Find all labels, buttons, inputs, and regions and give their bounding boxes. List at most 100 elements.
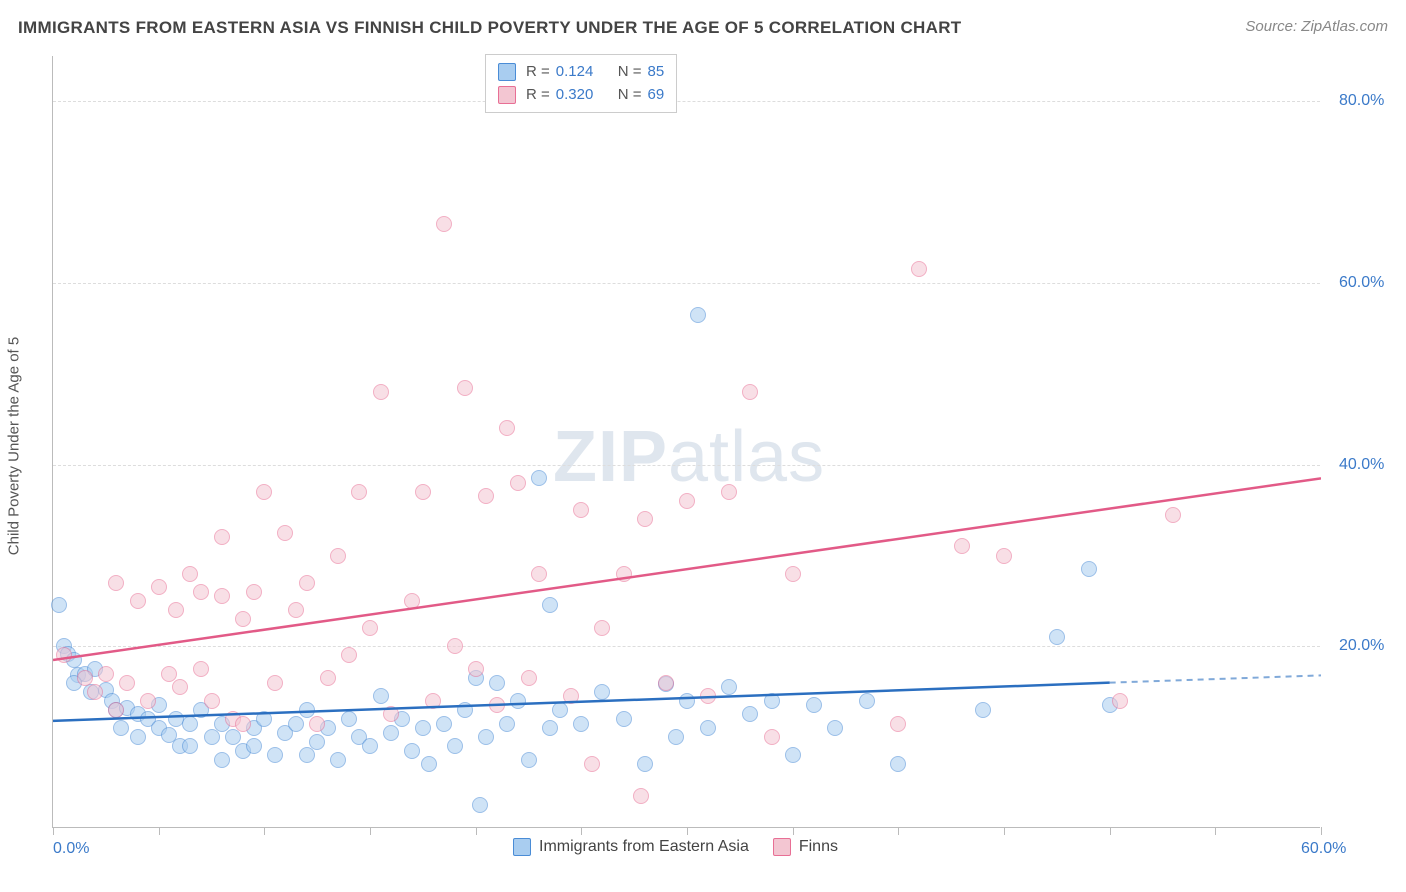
- x-tick: [53, 827, 54, 835]
- scatter-point-blue: [679, 693, 695, 709]
- scatter-point-pink: [436, 216, 452, 232]
- scatter-point-blue: [827, 720, 843, 736]
- scatter-point-pink: [277, 525, 293, 541]
- scatter-point-pink: [890, 716, 906, 732]
- scatter-point-blue: [415, 720, 431, 736]
- scatter-point-pink: [637, 511, 653, 527]
- scatter-point-pink: [108, 702, 124, 718]
- scatter-point-pink: [362, 620, 378, 636]
- scatter-point-blue: [531, 470, 547, 486]
- scatter-point-pink: [108, 575, 124, 591]
- scatter-point-pink: [193, 584, 209, 600]
- scatter-point-blue: [542, 597, 558, 613]
- scatter-plot: ZIPatlas 20.0%40.0%60.0%80.0%0.0%60.0%R …: [52, 56, 1320, 828]
- scatter-point-pink: [954, 538, 970, 554]
- x-tick: [793, 827, 794, 835]
- scatter-point-blue: [859, 693, 875, 709]
- scatter-point-blue: [299, 702, 315, 718]
- scatter-point-pink: [161, 666, 177, 682]
- scatter-point-pink: [911, 261, 927, 277]
- scatter-point-pink: [172, 679, 188, 695]
- scatter-point-pink: [521, 670, 537, 686]
- x-tick-label: 0.0%: [53, 840, 89, 858]
- scatter-point-blue: [246, 738, 262, 754]
- scatter-point-blue: [478, 729, 494, 745]
- scatter-point-pink: [415, 484, 431, 500]
- scatter-point-blue: [742, 706, 758, 722]
- scatter-point-pink: [373, 384, 389, 400]
- scatter-point-blue: [457, 702, 473, 718]
- x-tick: [898, 827, 899, 835]
- scatter-point-pink: [594, 620, 610, 636]
- scatter-point-pink: [457, 380, 473, 396]
- scatter-point-blue: [975, 702, 991, 718]
- scatter-point-pink: [573, 502, 589, 518]
- scatter-point-blue: [168, 711, 184, 727]
- scatter-point-pink: [299, 575, 315, 591]
- scatter-point-blue: [404, 743, 420, 759]
- x-tick: [264, 827, 265, 835]
- x-tick: [476, 827, 477, 835]
- scatter-point-blue: [573, 716, 589, 732]
- series-label: Finns: [799, 838, 838, 856]
- scatter-point-pink: [214, 529, 230, 545]
- scatter-point-blue: [637, 756, 653, 772]
- scatter-point-blue: [1049, 629, 1065, 645]
- scatter-point-pink: [531, 566, 547, 582]
- scatter-point-pink: [996, 548, 1012, 564]
- scatter-point-pink: [182, 566, 198, 582]
- scatter-point-blue: [436, 716, 452, 732]
- scatter-point-pink: [425, 693, 441, 709]
- scatter-point-blue: [499, 716, 515, 732]
- series-legend-item-pink: Finns: [773, 838, 838, 856]
- x-tick: [1215, 827, 1216, 835]
- gridline: [53, 646, 1320, 647]
- gridline: [53, 283, 1320, 284]
- scatter-point-blue: [510, 693, 526, 709]
- scatter-point-blue: [256, 711, 272, 727]
- x-tick: [370, 827, 371, 835]
- scatter-point-blue: [288, 716, 304, 732]
- scatter-point-blue: [890, 756, 906, 772]
- scatter-point-pink: [119, 675, 135, 691]
- scatter-point-blue: [362, 738, 378, 754]
- scatter-point-pink: [193, 661, 209, 677]
- scatter-point-pink: [510, 475, 526, 491]
- scatter-point-blue: [542, 720, 558, 736]
- scatter-point-blue: [472, 797, 488, 813]
- scatter-point-pink: [563, 688, 579, 704]
- source-label: Source:: [1245, 18, 1301, 35]
- legend-swatch: [773, 838, 791, 856]
- scatter-point-pink: [235, 716, 251, 732]
- scatter-point-blue: [225, 729, 241, 745]
- scatter-point-pink: [256, 484, 272, 500]
- scatter-point-blue: [690, 307, 706, 323]
- y-tick-label: 40.0%: [1339, 456, 1384, 474]
- scatter-point-blue: [309, 734, 325, 750]
- source-name: ZipAtlas.com: [1301, 18, 1388, 35]
- scatter-point-pink: [267, 675, 283, 691]
- n-value: 69: [648, 84, 665, 107]
- scatter-point-pink: [246, 584, 262, 600]
- scatter-point-pink: [700, 688, 716, 704]
- series-legend-item-blue: Immigrants from Eastern Asia: [513, 838, 749, 856]
- scatter-point-pink: [742, 384, 758, 400]
- scatter-point-pink: [288, 602, 304, 618]
- scatter-point-blue: [489, 675, 505, 691]
- scatter-point-blue: [785, 747, 801, 763]
- scatter-point-blue: [1081, 561, 1097, 577]
- scatter-point-blue: [299, 747, 315, 763]
- n-value: 85: [648, 61, 665, 84]
- scatter-point-blue: [521, 752, 537, 768]
- scatter-point-pink: [721, 484, 737, 500]
- x-tick: [581, 827, 582, 835]
- x-tick: [159, 827, 160, 835]
- scatter-point-pink: [87, 684, 103, 700]
- chart-title: IMMIGRANTS FROM EASTERN ASIA VS FINNISH …: [18, 18, 961, 38]
- scatter-point-pink: [658, 675, 674, 691]
- y-axis-label: Child Poverty Under the Age of 5: [6, 337, 23, 555]
- legend-swatch: [498, 86, 516, 104]
- r-label: R =: [526, 84, 550, 107]
- series-legend: Immigrants from Eastern Asia Finns: [513, 838, 838, 856]
- scatter-point-pink: [330, 548, 346, 564]
